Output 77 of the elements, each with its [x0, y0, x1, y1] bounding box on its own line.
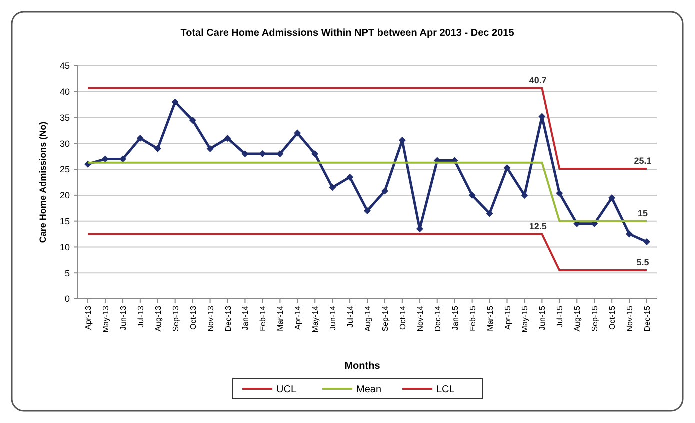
- annotation: 25.1: [634, 156, 652, 166]
- legend-label: Mean: [356, 384, 382, 396]
- y-tick-label: 10: [60, 242, 70, 252]
- annotation: 5.5: [636, 258, 650, 268]
- x-tick-label: Jul-14: [346, 305, 356, 328]
- x-tick-label: Dec-13: [224, 305, 233, 332]
- x-tick-label: Nov-13: [206, 305, 216, 332]
- x-tick-label: May-14: [311, 305, 320, 333]
- x-tick-label: Sep-14: [380, 305, 390, 332]
- point: [329, 184, 336, 192]
- x-tick-label: Sep-13: [171, 305, 180, 332]
- x-tick-label: Jun-14: [328, 305, 338, 330]
- x-tick-label: Dec-14: [433, 305, 442, 332]
- annotation: 15: [638, 208, 648, 218]
- point: [556, 190, 564, 197]
- point: [102, 156, 109, 163]
- point: [364, 207, 371, 214]
- x-tick-label: Feb-14: [258, 305, 268, 332]
- x-tick-label: Sep-15: [590, 305, 600, 332]
- point: [644, 238, 650, 246]
- x-tick-label: Nov-14: [416, 305, 425, 332]
- point: [608, 194, 616, 202]
- point: [486, 210, 494, 218]
- x-tick-label: Aug-13: [154, 305, 163, 332]
- legend-label: LCL: [436, 384, 456, 396]
- x-tick-label: Apr-15: [503, 305, 512, 330]
- y-tick-label: 5: [64, 268, 70, 278]
- point: [312, 150, 319, 158]
- x-tick-label: Jan-15: [450, 305, 460, 330]
- x-tick-label: Jul-13: [136, 305, 146, 328]
- x-tick-label: Jan-14: [241, 305, 250, 330]
- y-tick-label: 30: [60, 138, 70, 149]
- y-tick-label: 15: [60, 216, 70, 226]
- point: [626, 230, 634, 238]
- x-axis-title: Months: [344, 361, 381, 372]
- x-tick-label: Oct-13: [188, 305, 198, 330]
- point: [136, 134, 144, 142]
- x-tick-label: Mar-14: [276, 305, 286, 332]
- point: [276, 150, 284, 158]
- point: [504, 164, 511, 172]
- x-tick-label: May-13: [101, 305, 110, 333]
- legend-label: UCL: [276, 384, 297, 396]
- point: [346, 174, 354, 181]
- x-tick-label: Oct-15: [608, 305, 618, 330]
- annotation: 40.7: [529, 75, 547, 86]
- x-tick-label: Apr-13: [84, 305, 93, 330]
- y-axis-title: Care Home Admissions (No): [38, 122, 48, 244]
- point: [468, 192, 476, 199]
- point: [189, 116, 196, 124]
- point: [154, 145, 162, 152]
- x-tick-label: Aug-14: [364, 305, 372, 332]
- y-tick-label: 45: [60, 61, 70, 72]
- point: [259, 150, 266, 158]
- x-tick-label: Feb-15: [468, 305, 478, 332]
- y-tick-label: 35: [60, 112, 70, 123]
- point: [172, 98, 179, 106]
- x-tick-label: Jul-15: [556, 305, 565, 328]
- y-tick-label: 20: [60, 190, 70, 201]
- chart-title: Total Care Home Admissions Within NPT between Apr 2013 - Dec 2015: [180, 28, 515, 39]
- y-tick-label: 25: [60, 164, 70, 175]
- x-tick-label: May-15: [520, 305, 530, 333]
- y-tick-label: 0: [64, 294, 70, 304]
- x-tick-label: Apr-14: [294, 305, 303, 330]
- y-tick-label: 40: [60, 87, 70, 98]
- x-tick-label: Oct-14: [398, 305, 408, 330]
- x-tick-label: Dec-15: [643, 305, 652, 332]
- x-tick-label: Nov-15: [626, 305, 635, 332]
- x-tick-label: Jun-13: [118, 305, 128, 330]
- point: [242, 150, 249, 158]
- point: [294, 130, 302, 137]
- x-tick-label: Jun-15: [538, 305, 548, 330]
- annotation: 12.5: [529, 221, 547, 232]
- point: [206, 145, 214, 152]
- point: [381, 188, 388, 195]
- point: [224, 134, 232, 142]
- x-tick-label: Mar-15: [486, 305, 495, 332]
- x-tick-label: Aug-15: [573, 305, 582, 332]
